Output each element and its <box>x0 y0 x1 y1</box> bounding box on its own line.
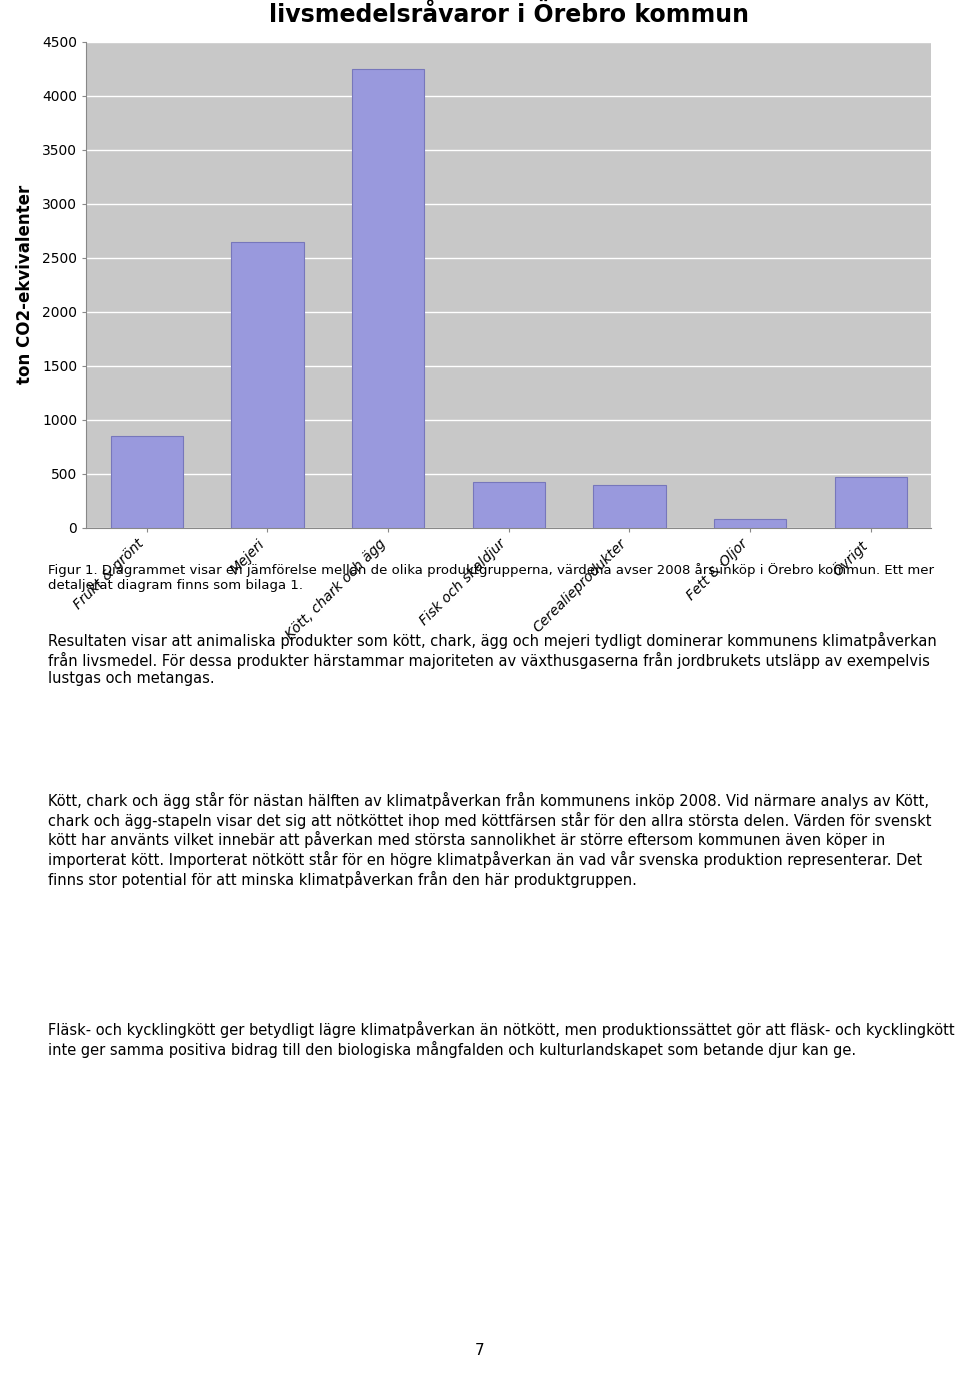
Text: 7: 7 <box>475 1343 485 1358</box>
Text: Kött, chark och ägg står för nästan hälften av klimatpåverkan från kommunens ink: Kött, chark och ägg står för nästan hälf… <box>48 792 931 888</box>
Y-axis label: ton CO2-ekvivalenter: ton CO2-ekvivalenter <box>16 185 34 385</box>
Bar <box>472 482 545 528</box>
Bar <box>714 519 786 528</box>
Bar <box>231 242 303 528</box>
Text: Resultaten visar att animaliska produkter som kött, chark, ägg och mejeri tydlig: Resultaten visar att animaliska produkte… <box>48 632 937 686</box>
Bar <box>593 485 665 528</box>
Bar <box>110 436 183 528</box>
Text: Fläsk- och kycklingkött ger betydligt lägre klimatpåverkan än nötkött, men produ: Fläsk- och kycklingkött ger betydligt lä… <box>48 1021 954 1058</box>
Title: Klimatpåverkan från
livsmedelsråvaror i Örebro kommun: Klimatpåverkan från livsmedelsråvaror i … <box>269 0 749 28</box>
Bar <box>834 476 907 528</box>
Bar <box>352 68 424 528</box>
Text: Figur 1. Diagrammet visar en jämförelse mellan de olika produktgrupperna, värden: Figur 1. Diagrammet visar en jämförelse … <box>48 563 934 592</box>
